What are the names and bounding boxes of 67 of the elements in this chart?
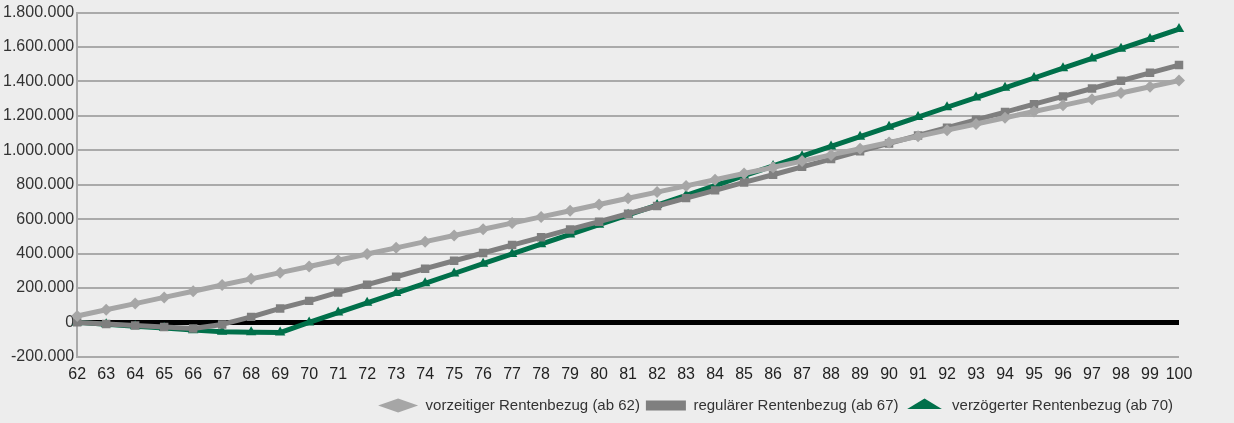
point (1173, 74, 1185, 87)
x-tick-label: 75 (445, 364, 464, 382)
point (275, 304, 285, 313)
point (274, 326, 286, 336)
x-tick-label: 81 (619, 364, 638, 382)
x-tick-label: 93 (967, 364, 986, 382)
point (217, 320, 227, 329)
x-tick-label: 66 (184, 364, 203, 382)
point (245, 326, 257, 336)
y-tick-label: 1.600.000 (2, 37, 75, 55)
y-tick-label: 200.000 (16, 278, 75, 296)
point (420, 264, 430, 273)
x-tick-label: 85 (735, 364, 754, 382)
legend-label: verzögerter Rentenbezug (ab 70) (952, 395, 1173, 413)
x-tick-label: 87 (793, 364, 812, 382)
y-tick-label: 1.000.000 (2, 140, 75, 158)
x-tick-label: 86 (764, 364, 783, 382)
x-tick-label: 72 (358, 364, 377, 382)
x-tick-label: 62 (68, 364, 87, 382)
x-tick-label: 74 (416, 364, 435, 382)
x-tick-label: 96 (1054, 364, 1073, 382)
point (565, 225, 575, 234)
x-tick-label: 70 (300, 364, 319, 382)
x-tick-label: 89 (851, 364, 870, 382)
x-tick-label: 91 (909, 364, 928, 382)
y-tick-label: 400.000 (16, 243, 75, 261)
y-tick-label: 800.000 (16, 175, 75, 193)
x-tick-label: 92 (938, 364, 957, 382)
x-tick-label: 68 (242, 364, 261, 382)
x-tick-label: 63 (97, 364, 116, 382)
x-tick-label: 88 (822, 364, 841, 382)
legend-label: regulärer Rentenbezug (ab 67) (693, 395, 899, 413)
y-tick-label: 600.000 (16, 209, 75, 227)
x-tick-label: 64 (126, 364, 145, 382)
x-tick-label: 67 (213, 364, 232, 382)
x-tick-label: 77 (503, 364, 522, 382)
x-tick-label: 65 (155, 364, 174, 382)
x-tick-label: 79 (561, 364, 580, 382)
x-tick-label: 76 (474, 364, 493, 382)
point (739, 178, 749, 187)
point (362, 280, 372, 289)
x-tick-label: 78 (532, 364, 551, 382)
x-tick-label: 84 (706, 364, 725, 382)
x-tick-label: 99 (1141, 364, 1159, 382)
x-tick-label: 71 (329, 364, 348, 382)
x-tick-label: 94 (996, 364, 1015, 382)
x-tick-label: 90 (880, 364, 899, 382)
x-tick-label: 95 (1025, 364, 1044, 382)
y-tick-label: -200.000 (11, 347, 75, 365)
point (1058, 92, 1068, 101)
x-tick-label: 100 (1165, 364, 1193, 382)
y-tick-label: 0 (65, 312, 75, 330)
y-tick-label: 1.400.000 (2, 71, 75, 89)
point (710, 186, 720, 195)
x-tick-label: 98 (1112, 364, 1131, 382)
y-tick-label: 1.200.000 (2, 106, 75, 124)
point (536, 233, 546, 242)
x-tick-label: 83 (677, 364, 696, 382)
x-tick-label: 69 (271, 364, 290, 382)
point (333, 288, 343, 297)
y-tick-label: 1.800.000 (2, 3, 75, 21)
x-tick-label: 80 (590, 364, 609, 382)
point (1087, 84, 1097, 93)
x-tick-label: 97 (1083, 364, 1102, 382)
x-tick-label: 73 (387, 364, 406, 382)
x-tick-label: 82 (648, 364, 667, 382)
legend-label: vorzeitiger Rentenbezug (ab 62) (425, 395, 640, 413)
